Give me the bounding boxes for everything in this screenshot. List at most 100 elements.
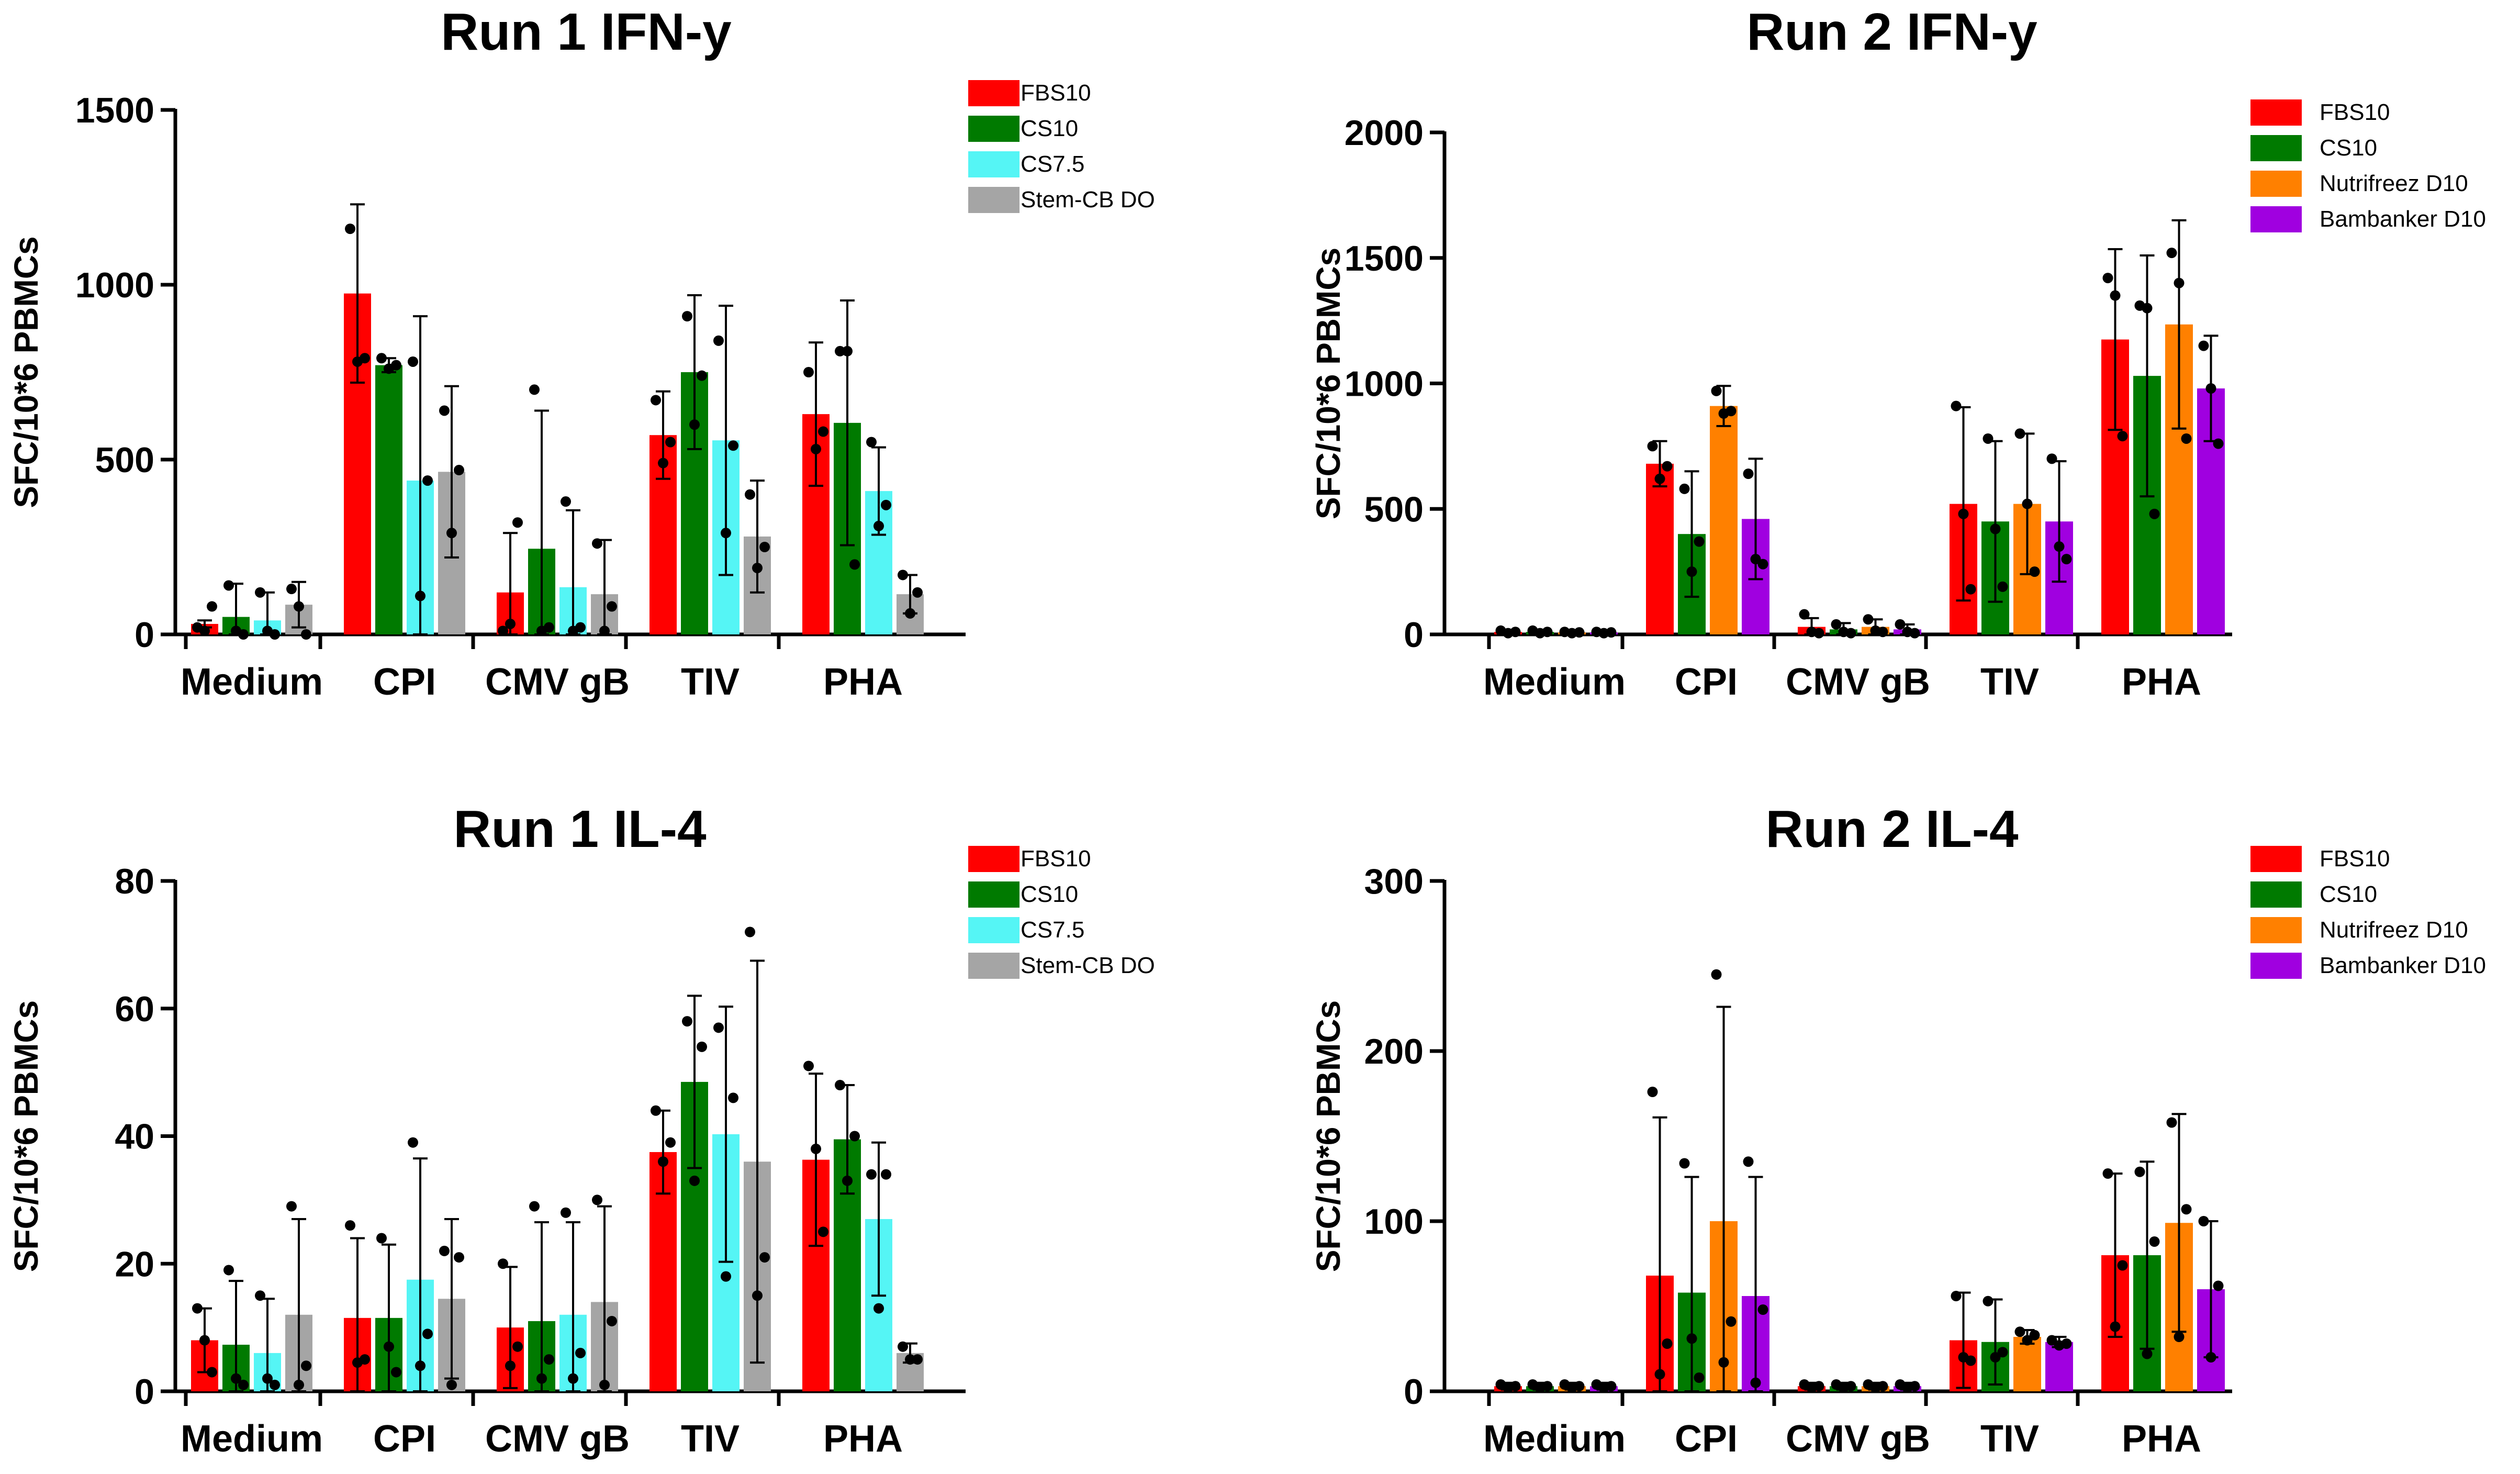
data-point <box>391 360 401 371</box>
legend-label: Stem-CB DO <box>1021 187 1155 213</box>
panel-run2-ifn: Run 2 IFN-y SFC/10*6 PBMCs 0 500 1000 1500 200… <box>1309 3 2486 703</box>
data-point <box>689 1175 700 1186</box>
legend-swatch <box>968 881 1020 908</box>
data-point <box>199 626 210 636</box>
data-point <box>575 622 586 633</box>
data-point <box>2166 1117 2177 1128</box>
x-category-label: PHA <box>823 1418 903 1460</box>
data-point <box>745 926 755 937</box>
data-point <box>294 601 304 612</box>
data-point <box>2046 1335 2057 1346</box>
data-point <box>345 1220 355 1231</box>
data-point <box>1686 566 1697 577</box>
data-point <box>544 622 554 633</box>
data-point <box>1574 1381 1585 1392</box>
data-point <box>286 584 297 595</box>
data-point <box>2014 1326 2025 1337</box>
x-category-label: PHA <box>823 661 903 703</box>
data-point <box>2174 277 2185 288</box>
data-point <box>223 1265 234 1276</box>
data-point <box>505 1360 516 1371</box>
data-point <box>2102 273 2113 284</box>
data-point <box>2014 428 2025 439</box>
data-point <box>1662 1338 1673 1349</box>
data-point <box>721 1271 731 1282</box>
y-axis-label: SFC/10*6 PBMCs <box>1309 1000 1347 1272</box>
y-tick-label: 1000 <box>75 265 154 305</box>
legend-label: Nutrifreez D10 <box>2320 917 2468 943</box>
data-point <box>1750 1377 1761 1388</box>
data-point <box>529 384 540 395</box>
data-point <box>1863 614 1874 625</box>
legend-swatch <box>2250 206 2302 232</box>
data-point <box>498 1258 508 1269</box>
y-tick-label: 0 <box>135 1372 154 1412</box>
data-point <box>1757 559 1768 570</box>
data-point <box>561 1207 571 1218</box>
data-point <box>873 520 884 531</box>
data-point <box>1542 1381 1553 1392</box>
data-point <box>728 440 738 451</box>
data-point <box>1743 1156 1754 1167</box>
chart-title: Run 2 IFN-y <box>1746 3 2037 61</box>
data-point <box>2029 1330 2040 1341</box>
x-category-label: CPI <box>373 1418 436 1460</box>
y-axis-label: SFC/10*6 PBMCs <box>7 1000 45 1272</box>
data-point <box>360 1354 370 1365</box>
data-point <box>575 1347 586 1358</box>
data-point <box>697 370 707 381</box>
data-point <box>1965 584 1976 595</box>
data-point <box>391 1367 401 1378</box>
data-point <box>270 629 280 640</box>
data-point <box>446 528 457 539</box>
data-point <box>728 1092 738 1103</box>
data-point <box>835 345 845 356</box>
y-tick-label: 1000 <box>1345 364 1424 404</box>
y-axis-label: SFC/10*6 PBMCs <box>7 236 45 508</box>
data-point <box>651 1105 661 1116</box>
y-tick-label: 40 <box>115 1117 154 1157</box>
data-point <box>286 1201 297 1212</box>
legend-swatch <box>968 953 1020 979</box>
legend-label: CS10 <box>2320 135 2377 161</box>
x-category-label: TIV <box>681 1418 740 1460</box>
data-point <box>2022 1335 2033 1346</box>
x-category-label: PHA <box>2122 661 2201 703</box>
data-point <box>561 496 571 507</box>
data-point <box>1510 1381 1521 1392</box>
legend-swatch <box>968 187 1020 213</box>
legend-swatch <box>2250 917 2302 943</box>
legend-label: FBS10 <box>1021 80 1091 106</box>
data-point <box>422 1328 433 1339</box>
data-point <box>2054 541 2065 552</box>
data-point <box>408 356 418 367</box>
legend-swatch <box>968 80 1020 106</box>
y-tick-label: 100 <box>1364 1202 1424 1242</box>
data-point <box>270 1379 280 1390</box>
data-point <box>1711 969 1722 980</box>
y-tick-label: 500 <box>1364 489 1424 529</box>
data-point <box>759 1252 770 1263</box>
x-category-label: CPI <box>1675 1418 1738 1460</box>
x-category-label: TIV <box>1980 661 2039 703</box>
data-point <box>2198 340 2209 351</box>
data-point <box>607 1315 617 1326</box>
y-tick-label: 0 <box>135 615 154 655</box>
data-point <box>713 335 724 346</box>
panel-run1-il4: Run 1 IL-4 SFC/10*6 PBMCs 0 20 40 60 80 Medium C… <box>7 800 1155 1460</box>
data-point <box>2117 431 2128 442</box>
data-point <box>1757 1304 1768 1315</box>
data-point <box>881 1169 891 1180</box>
data-point <box>384 1341 394 1352</box>
x-category-label: CMV gB <box>1786 661 1930 703</box>
bar-nutrifreez-d10 <box>2013 1337 2041 1391</box>
data-point <box>2029 566 2040 577</box>
data-point <box>1662 461 1673 472</box>
data-point <box>682 1016 692 1027</box>
data-point <box>262 1373 273 1384</box>
data-point <box>1951 400 1962 411</box>
data-point <box>721 528 731 539</box>
data-point <box>658 457 668 468</box>
data-point <box>2166 248 2177 259</box>
legend-label: CS7.5 <box>1021 917 1084 943</box>
